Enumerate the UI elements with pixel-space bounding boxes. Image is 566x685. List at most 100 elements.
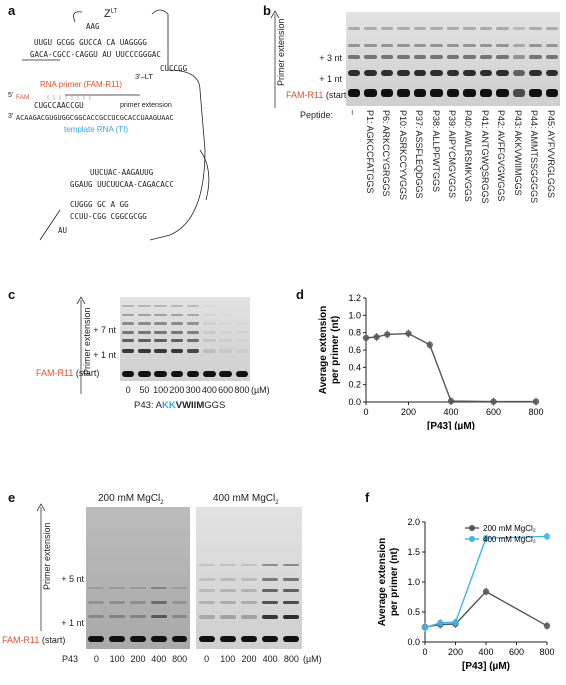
seq-line: AU [58,226,68,235]
x-tick-label: 200 [401,407,416,417]
marker-5nt-e: + 5 nt [61,574,84,584]
x-tick-label: 0 [363,407,368,417]
gel-band [171,600,188,604]
seq-line: CCUU-CGG CGGCGCGG [70,212,147,221]
legend-marker [469,536,475,542]
lane-label: 50 [139,385,150,395]
gel-band [150,636,167,643]
three-prime: 3' [8,113,14,120]
lane-label: 200 [130,654,146,664]
panel-e-label: e [8,490,16,505]
conc-labels-e-400: 0 100 200 400 800 [196,654,302,666]
unit-c: (µM) [251,385,270,395]
gel-band [446,43,460,47]
x-tick-label: 600 [486,407,501,417]
gel-band [496,43,509,47]
ribozyme-structure: AAG UUGU GCGG GUCCA CA UAGGGG GACA-CGCC-… [0,0,260,260]
panel-b-label: b [263,3,271,18]
x-tick-label: 200 [448,647,463,657]
condition-200: 200 mM MgCl2 [98,493,164,506]
five-prime: 5' [8,92,14,99]
gel-band [545,43,558,47]
x-tick-label: 800 [539,647,554,657]
gel-band [446,27,460,31]
gel-band [170,339,184,342]
lane-label: 0 [204,654,210,664]
gel-band [262,636,279,643]
lane-label: P43: AKKVWIIMGGS [512,110,523,196]
lane-label: – [348,110,359,116]
gel-band [130,636,146,643]
primer-extension-axis-e [34,503,48,633]
start-label-e: FAM-R11 (start) [2,635,66,645]
gel-band [463,43,476,47]
gel-band [479,27,493,31]
gel-band [397,89,410,98]
y-axis-label: Average extension [318,306,329,395]
gel-band [219,578,236,581]
gel-band [219,339,232,342]
lane-label: 800 [283,654,299,664]
gel-band [219,322,231,325]
legend-label: 400 mM MgCl₂ [483,535,536,544]
seq-line: UUCUAC-AAGAUUG [90,168,154,177]
gel-band [109,586,126,589]
gel-band [545,55,558,60]
gel-band [413,70,427,77]
gel-band [240,600,258,604]
gel-band [198,600,215,604]
gel-band [186,370,200,377]
start-label-b: FAM-R11 (start) [286,90,350,100]
lane-label: 100 [153,385,169,395]
gel-band [170,349,184,354]
gel-band [203,370,216,377]
gel-band [545,89,558,98]
gel-band [203,305,215,307]
gel-band [496,89,509,98]
primer-extension-axis-b [268,10,282,110]
gel-band [240,614,258,619]
primer-sequence: CUGCCAACCGU [34,101,84,110]
gel-band [496,70,509,77]
gel-band [150,614,167,618]
primer-label: RNA primer (FAM-R11) [40,80,123,89]
gel-band [219,330,232,334]
gel-band [413,27,427,31]
gel-band [170,330,184,334]
seq-line: CUGGG GC A GG [70,200,129,209]
gel-band [170,370,184,377]
gel-band [364,89,377,98]
seq-line: GGAUG UUCUUCAA-CAGACACC [70,180,174,189]
gel-band [219,636,236,643]
y-tick-label: 0.8 [348,328,361,338]
y-tick-label: 0.6 [348,345,361,355]
gel-band [198,614,215,619]
series-line [424,535,548,629]
chart-f: 0.0 0.5 1.0 1.5 2.0 0 200 400 600 800 [P43] (µM) Av… [377,517,555,672]
marker-1nt-c: + 1 nt [93,350,116,360]
gel-band [283,578,300,581]
gel-band [397,27,410,31]
gel-band [219,600,236,604]
gel-band [479,89,493,98]
lane-label: 100 [220,654,236,664]
gel-band [138,322,151,326]
gel-band [186,322,200,326]
seq-line: CUCCGG [160,64,188,73]
gel-band [121,349,135,354]
gel-band [121,330,135,334]
lane-label: 600 [218,385,234,395]
start-label-c: FAM-R11 (start) [36,368,100,378]
gel-band [170,322,184,326]
lane-label: P41: ANTGWQSRGGS [479,110,490,204]
chart-d: 0.0 0.2 0.4 0.6 0.8 1.0 1.2 0 200 400 600 800 [P43] … [318,293,544,430]
gel-band [364,55,377,60]
gel-band [154,370,167,377]
gel-band [138,330,151,334]
gel-band [283,563,300,566]
gel-band [380,89,394,98]
gel-band [430,27,443,31]
gel-band [203,339,216,342]
marker-1nt-b: + 1 nt [319,74,342,84]
gel-band [397,55,410,60]
